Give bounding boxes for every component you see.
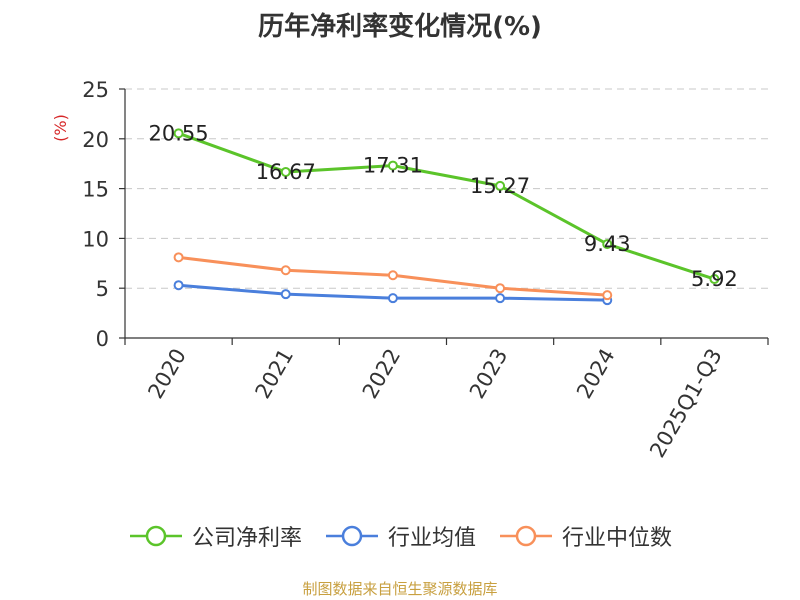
data-point	[495, 180, 506, 191]
series-lines	[178, 131, 715, 302]
x-tick-label: 2023	[465, 345, 513, 403]
x-tick-label: 2022	[358, 345, 406, 403]
legend: 公司净利率 行业均值 行业中位数	[0, 520, 800, 552]
y-tick-label: 10	[82, 227, 109, 251]
data-point	[495, 293, 506, 304]
legend-item-3[interactable]: 行业中位数	[498, 520, 672, 552]
data-label: 16.67	[256, 160, 316, 184]
source-note: 制图数据来自恒生聚源数据库	[302, 580, 498, 598]
grid-lines	[125, 88, 768, 289]
legend-label: 行业中位数	[562, 526, 673, 551]
axes	[119, 88, 769, 345]
data-label: 17.31	[363, 154, 423, 178]
data-label: 5.92	[691, 267, 738, 291]
data-label: 15.27	[470, 174, 530, 198]
data-points	[173, 128, 720, 306]
y-tick-label: 15	[82, 178, 109, 202]
data-point	[602, 290, 613, 301]
x-tick-label: 2020	[143, 345, 191, 403]
data-labels: 20.55 16.67 17.31 15.27 9.43 5.92	[149, 121, 738, 291]
data-point	[709, 274, 720, 285]
legend-symbol-icon	[129, 525, 182, 547]
legend-symbol-icon	[500, 525, 552, 547]
data-point	[387, 160, 398, 171]
legend-label: 行业均值	[387, 526, 476, 551]
data-point	[173, 280, 184, 291]
data-point	[495, 283, 506, 294]
data-label: 9.43	[584, 232, 631, 256]
x-tick-label: 2025Q1-Q3	[645, 345, 727, 462]
data-point	[387, 293, 398, 304]
legend-item-2[interactable]: 行业均值	[324, 520, 476, 552]
data-point	[173, 128, 184, 139]
data-point	[280, 289, 291, 300]
y-tick-label: 5	[96, 277, 109, 301]
data-label: 20.55	[149, 121, 209, 145]
y-tick-label: 20	[82, 128, 109, 152]
legend-item-1[interactable]: 公司净利率	[128, 520, 302, 552]
data-point	[602, 239, 613, 250]
data-point	[387, 270, 398, 281]
y-axis-label: (%)	[51, 114, 70, 142]
x-tick-label: 2024	[572, 345, 620, 403]
data-point	[173, 252, 184, 263]
data-point	[280, 265, 291, 276]
legend-symbol-icon	[325, 525, 378, 547]
chart-title: 历年净利率变化情况(%)	[258, 12, 542, 42]
y-tick-label: 0	[96, 327, 109, 351]
data-point	[280, 166, 291, 177]
series-line-1	[178, 131, 715, 281]
y-tick-label: 25	[82, 78, 109, 102]
x-tick-label: 2021	[251, 345, 299, 403]
legend-label: 公司净利率	[191, 526, 302, 551]
